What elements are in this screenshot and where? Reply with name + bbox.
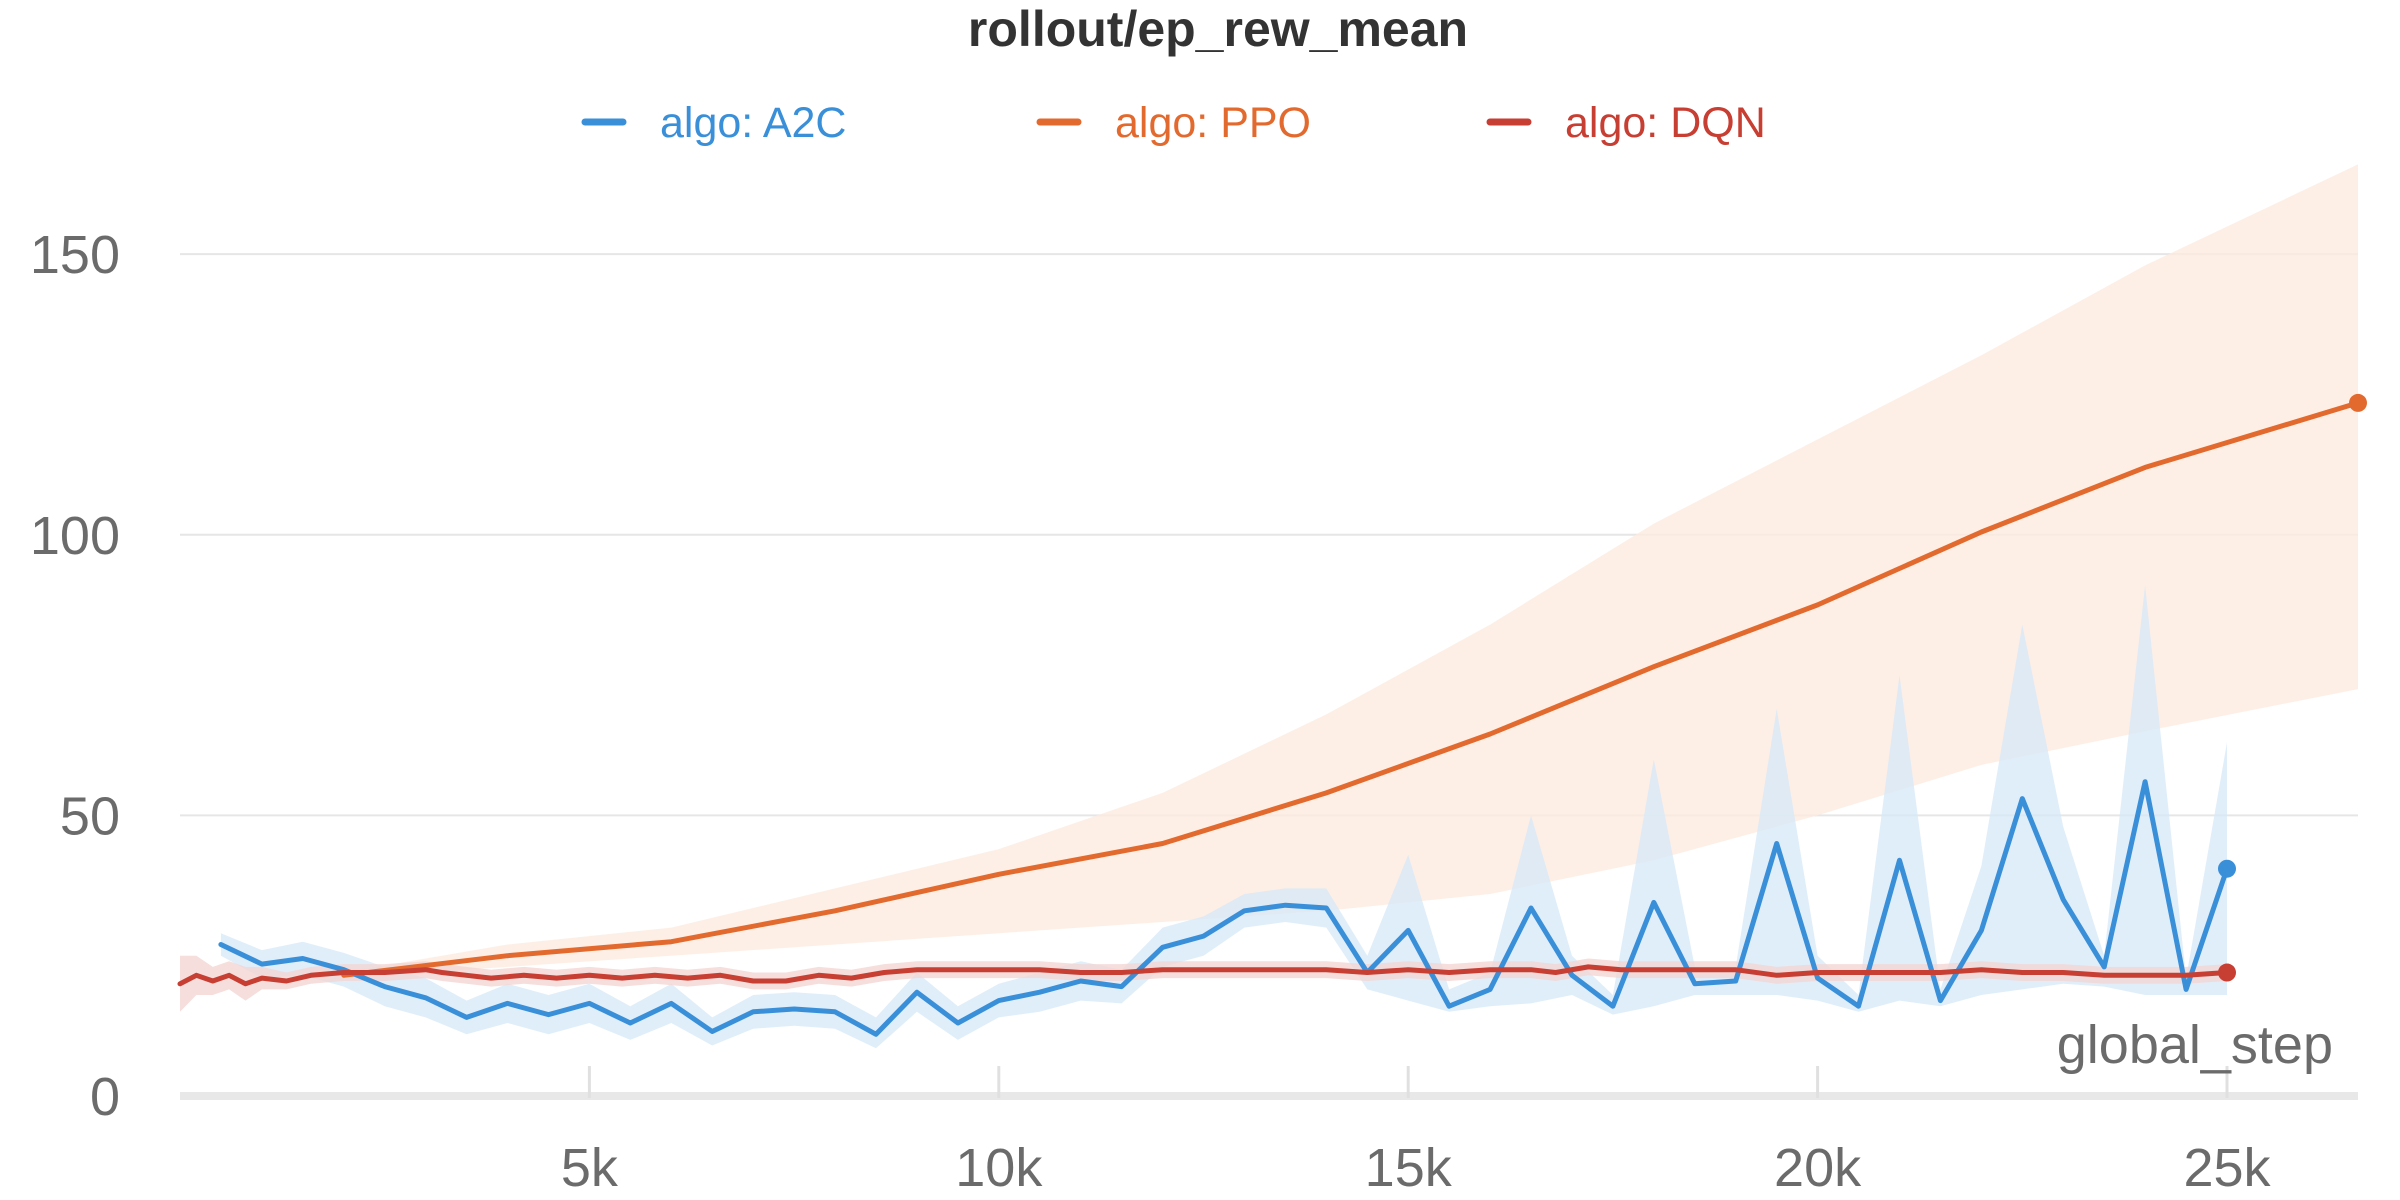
series-line-algo-a2c[interactable] bbox=[218, 779, 2230, 1037]
series-end-point-algo-dqn[interactable] bbox=[2217, 963, 2236, 982]
series-line-algo-ppo[interactable] bbox=[341, 400, 2361, 978]
y-tick-label: 50 bbox=[60, 786, 120, 846]
legend-item-algo-dqn[interactable]: algo: DQN bbox=[1486, 99, 1766, 147]
legend-label: algo: DQN bbox=[1565, 99, 1766, 147]
legend-item-algo-a2c[interactable]: algo: A2C bbox=[581, 99, 846, 147]
band-algo-a2c bbox=[220, 585, 2227, 1049]
x-tick-label: 25k bbox=[2183, 1138, 2271, 1198]
series-end-point-algo-ppo[interactable] bbox=[2349, 393, 2367, 412]
confidence-bands bbox=[180, 164, 2358, 1049]
series-lines[interactable] bbox=[177, 393, 2367, 1037]
series-line-algo-dqn[interactable] bbox=[177, 964, 2230, 987]
chart-title: rollout/ep_rew_mean bbox=[968, 1, 1468, 57]
legend-label: algo: A2C bbox=[660, 99, 846, 147]
x-tick-label: 20k bbox=[1774, 1138, 1862, 1198]
x-tick-label: 15k bbox=[1365, 1138, 1453, 1198]
x-axis-label: global_step bbox=[2057, 1015, 2333, 1075]
y-tick-label: 150 bbox=[30, 225, 120, 285]
legend[interactable]: algo: A2C algo: PPO algo: DQN bbox=[581, 99, 1766, 147]
legend-label: algo: PPO bbox=[1115, 99, 1311, 147]
y-tick-label: 100 bbox=[30, 506, 120, 566]
axes: 0 50 100 150 5k 10k 15k 20k 25k bbox=[30, 225, 2358, 1198]
legend-item-algo-ppo[interactable]: algo: PPO bbox=[1036, 99, 1311, 147]
x-tick-label: 5k bbox=[561, 1138, 619, 1198]
y-tick-label: 0 bbox=[90, 1067, 120, 1127]
x-tick-label: 10k bbox=[955, 1138, 1043, 1198]
series-end-point-algo-a2c[interactable] bbox=[2217, 859, 2236, 878]
band-algo-ppo bbox=[343, 164, 2358, 979]
